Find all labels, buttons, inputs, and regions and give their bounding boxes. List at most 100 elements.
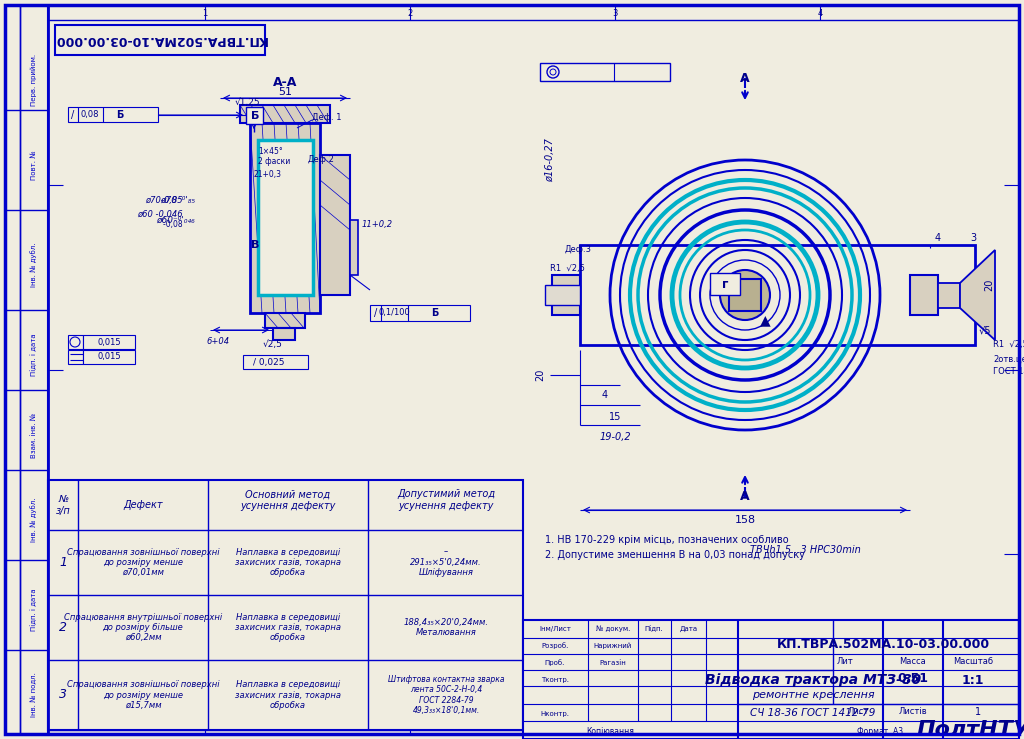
Polygon shape <box>580 345 910 495</box>
Text: ø70⁻⁰'₈₅: ø70⁻⁰'₈₅ <box>160 196 195 205</box>
Text: Дефект: Дефект <box>123 500 163 510</box>
Bar <box>710 273 740 295</box>
Text: КП.ТВРА.502МА.10-03.00.000: КП.ТВРА.502МА.10-03.00.000 <box>776 638 989 652</box>
Text: 2. Допустиме зменшення В на 0,03 понад допуску: 2. Допустиме зменшення В на 0,03 понад д… <box>545 550 805 560</box>
Text: R1  √2,5: R1 √2,5 <box>993 341 1024 350</box>
Text: /: / <box>72 110 75 120</box>
Text: √5: √5 <box>979 325 991 335</box>
Text: –
291₃₅×5'0,24мм.
Шліфування: – 291₃₅×5'0,24мм. Шліфування <box>411 548 482 577</box>
Text: Б: Б <box>431 308 438 318</box>
Bar <box>350 220 358 275</box>
Text: Масса: Масса <box>900 658 927 667</box>
Text: ▲: ▲ <box>760 313 770 327</box>
Text: Основний метод
усунення дефекту: Основний метод усунення дефекту <box>241 489 336 511</box>
Text: Нконтр.: Нконтр. <box>541 711 569 717</box>
Bar <box>83 335 135 349</box>
Text: 21+0,3: 21+0,3 <box>254 171 282 180</box>
Bar <box>729 279 761 311</box>
Text: 1:1: 1:1 <box>962 673 984 687</box>
Text: Деф. 1: Деф. 1 <box>312 114 341 123</box>
Text: Деф.3: Деф.3 <box>565 245 592 254</box>
Text: Інв. № подл.: Інв. № подл. <box>31 672 37 718</box>
Text: ремонтне креслення: ремонтне креслення <box>752 690 874 700</box>
Text: СЧ 18-36 ГОСТ 1412-79: СЧ 18-36 ГОСТ 1412-79 <box>751 708 876 718</box>
Text: Г: Г <box>621 67 628 77</box>
Text: 1×45°: 1×45° <box>258 148 283 157</box>
Bar <box>273 328 295 340</box>
Text: Тконтр.: Тконтр. <box>541 677 569 683</box>
Text: Лист: Лист <box>847 707 868 717</box>
Text: Підп. і дата: Підп. і дата <box>31 334 38 376</box>
Text: A-A: A-A <box>272 75 297 89</box>
Text: Копіювання: Копіювання <box>586 727 634 737</box>
Text: ø60⁻⁰'₀₄₆: ø60⁻⁰'₀₄₆ <box>157 216 195 225</box>
Text: 3: 3 <box>612 9 617 18</box>
Text: Наплавка в середовищі
захисних газів, токарна
обробка: Наплавка в середовищі захисних газів, то… <box>234 680 341 710</box>
Text: 6+04: 6+04 <box>207 338 229 347</box>
Text: Формат  А3: Формат А3 <box>857 727 903 737</box>
Text: г: г <box>722 278 728 290</box>
Text: КП.ТВРА.502МА.10-03.00.000: КП.ТВРА.502МА.10-03.00.000 <box>53 33 266 47</box>
Text: Підп. і дата: Підп. і дата <box>31 589 38 631</box>
Text: Повт. №: Повт. № <box>31 150 37 180</box>
Text: 2отв.центра4: 2отв.центра4 <box>993 355 1024 364</box>
Text: Листів: Листів <box>899 707 928 717</box>
Text: Рагазін: Рагазін <box>600 660 627 666</box>
Text: Взам. інв. №: Взам. інв. № <box>31 412 37 457</box>
Text: 158: 158 <box>734 515 756 525</box>
Bar <box>250 123 319 313</box>
Text: 1: 1 <box>203 9 208 18</box>
Text: ПолтНТУ: ПолтНТУ <box>916 720 1024 739</box>
Bar <box>580 245 975 345</box>
Text: Інв. № дубл.: Інв. № дубл. <box>31 242 38 287</box>
Text: А: А <box>740 491 750 503</box>
Text: Деф.2: Деф.2 <box>308 155 335 165</box>
Text: № докум.: № докум. <box>596 626 630 633</box>
Text: Допустимий метод
усунення дефекту: Допустимий метод усунення дефекту <box>397 489 495 511</box>
Bar <box>55 25 265 55</box>
Text: Спрацювання зовнішньої поверхні
до розміру менше
ø15,7мм: Спрацювання зовнішньої поверхні до розмі… <box>67 680 219 710</box>
Bar <box>552 275 580 315</box>
Bar <box>938 283 961 308</box>
Text: ø16-0,27: ø16-0,27 <box>545 138 555 182</box>
Bar <box>68 350 83 364</box>
Bar <box>319 155 350 295</box>
Text: ГОСТ 14.034-74: ГОСТ 14.034-74 <box>993 367 1024 376</box>
Text: Б: Б <box>251 111 259 121</box>
Text: Перв. прийом.: Перв. прийом. <box>31 54 37 106</box>
Text: 3: 3 <box>59 689 67 701</box>
Text: ø 0,1(M): ø 0,1(M) <box>560 67 600 77</box>
Text: 2 фаски: 2 фаски <box>258 157 290 166</box>
Text: 4: 4 <box>935 233 941 243</box>
Text: Наплавка в середовищі
захисних газів, токарна
обробка: Наплавка в середовищі захисних газів, то… <box>234 548 341 577</box>
Polygon shape <box>961 250 995 340</box>
Text: 19-0,2: 19-0,2 <box>599 432 631 442</box>
Bar <box>523 620 1019 739</box>
Bar <box>265 313 305 328</box>
Circle shape <box>720 270 770 320</box>
Text: Підп.: Підп. <box>645 625 664 633</box>
Text: 188,4₃₅×20'0,24мм.
Металювання: 188,4₃₅×20'0,24мм. Металювання <box>403 618 488 637</box>
Text: √2,5: √2,5 <box>263 341 283 350</box>
Text: 51: 51 <box>278 87 292 97</box>
Text: 2: 2 <box>408 9 413 18</box>
Text: Спрацювання зовнішньої поверхні
до розміру менше
ø70,01мм: Спрацювання зовнішньої поверхні до розмі… <box>67 548 219 577</box>
Text: 2: 2 <box>59 621 67 634</box>
Bar <box>540 63 670 81</box>
Text: / 0,025: / 0,025 <box>253 358 285 367</box>
Bar <box>68 335 83 349</box>
Text: Лит: Лит <box>837 658 853 667</box>
Text: ТВЧh1,5...3 НРС30min: ТВЧh1,5...3 НРС30min <box>750 545 860 555</box>
Bar <box>240 105 330 123</box>
Text: 20: 20 <box>984 279 994 291</box>
Text: ø60 -0,046: ø60 -0,046 <box>137 211 183 219</box>
Text: ø70-0,85: ø70-0,85 <box>145 196 183 205</box>
Text: Масштаб: Масштаб <box>953 658 993 667</box>
Text: 0,015: 0,015 <box>97 353 121 361</box>
Text: В: В <box>251 240 259 250</box>
Text: Нарижний: Нарижний <box>594 643 632 650</box>
Bar <box>370 305 470 321</box>
Text: Штифтова контактна зварка
лента 50С-2-Н-0,4
ГОСТ 2284-79
49,3₃₃×18'0,1мм.: Штифтова контактна зварка лента 50С-2-Н-… <box>388 675 504 715</box>
Text: Інм/Лист: Інм/Лист <box>539 626 571 632</box>
Text: 4: 4 <box>602 390 608 400</box>
